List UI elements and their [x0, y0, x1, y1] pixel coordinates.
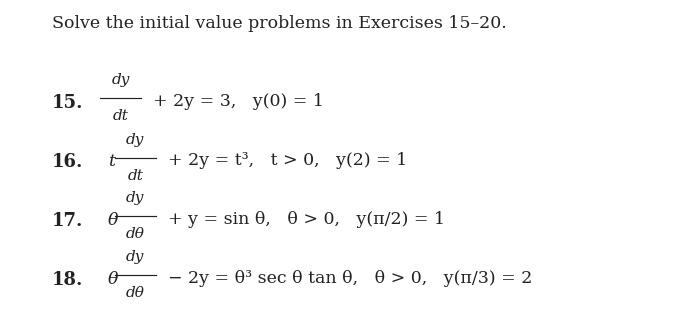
Text: dy: dy	[126, 250, 144, 264]
Text: + y = sin θ,   θ > 0,   y(π/2) = 1: + y = sin θ, θ > 0, y(π/2) = 1	[168, 211, 444, 228]
Text: dt: dt	[127, 169, 144, 182]
Text: dθ: dθ	[126, 228, 145, 241]
Text: t: t	[108, 153, 115, 170]
Text: 15.: 15.	[52, 94, 83, 112]
Text: 16.: 16.	[52, 153, 83, 171]
Text: + 2y = 3,   y(0) = 1: + 2y = 3, y(0) = 1	[153, 93, 324, 110]
Text: − 2y = θ³ sec θ tan θ,   θ > 0,   y(π/3) = 2: − 2y = θ³ sec θ tan θ, θ > 0, y(π/3) = 2	[168, 270, 532, 287]
Text: dy: dy	[126, 192, 144, 205]
Text: dy: dy	[112, 73, 130, 87]
Text: + 2y = t³,   t > 0,   y(2) = 1: + 2y = t³, t > 0, y(2) = 1	[168, 152, 407, 169]
Text: Solve the initial value problems in Exercises 15–20.: Solve the initial value problems in Exer…	[52, 15, 506, 32]
Text: dt: dt	[112, 109, 129, 123]
Text: θ: θ	[108, 271, 118, 288]
Text: 18.: 18.	[52, 270, 83, 289]
Text: 17.: 17.	[52, 212, 83, 230]
Text: θ: θ	[108, 212, 118, 229]
Text: dy: dy	[126, 133, 144, 146]
Text: dθ: dθ	[126, 286, 145, 300]
